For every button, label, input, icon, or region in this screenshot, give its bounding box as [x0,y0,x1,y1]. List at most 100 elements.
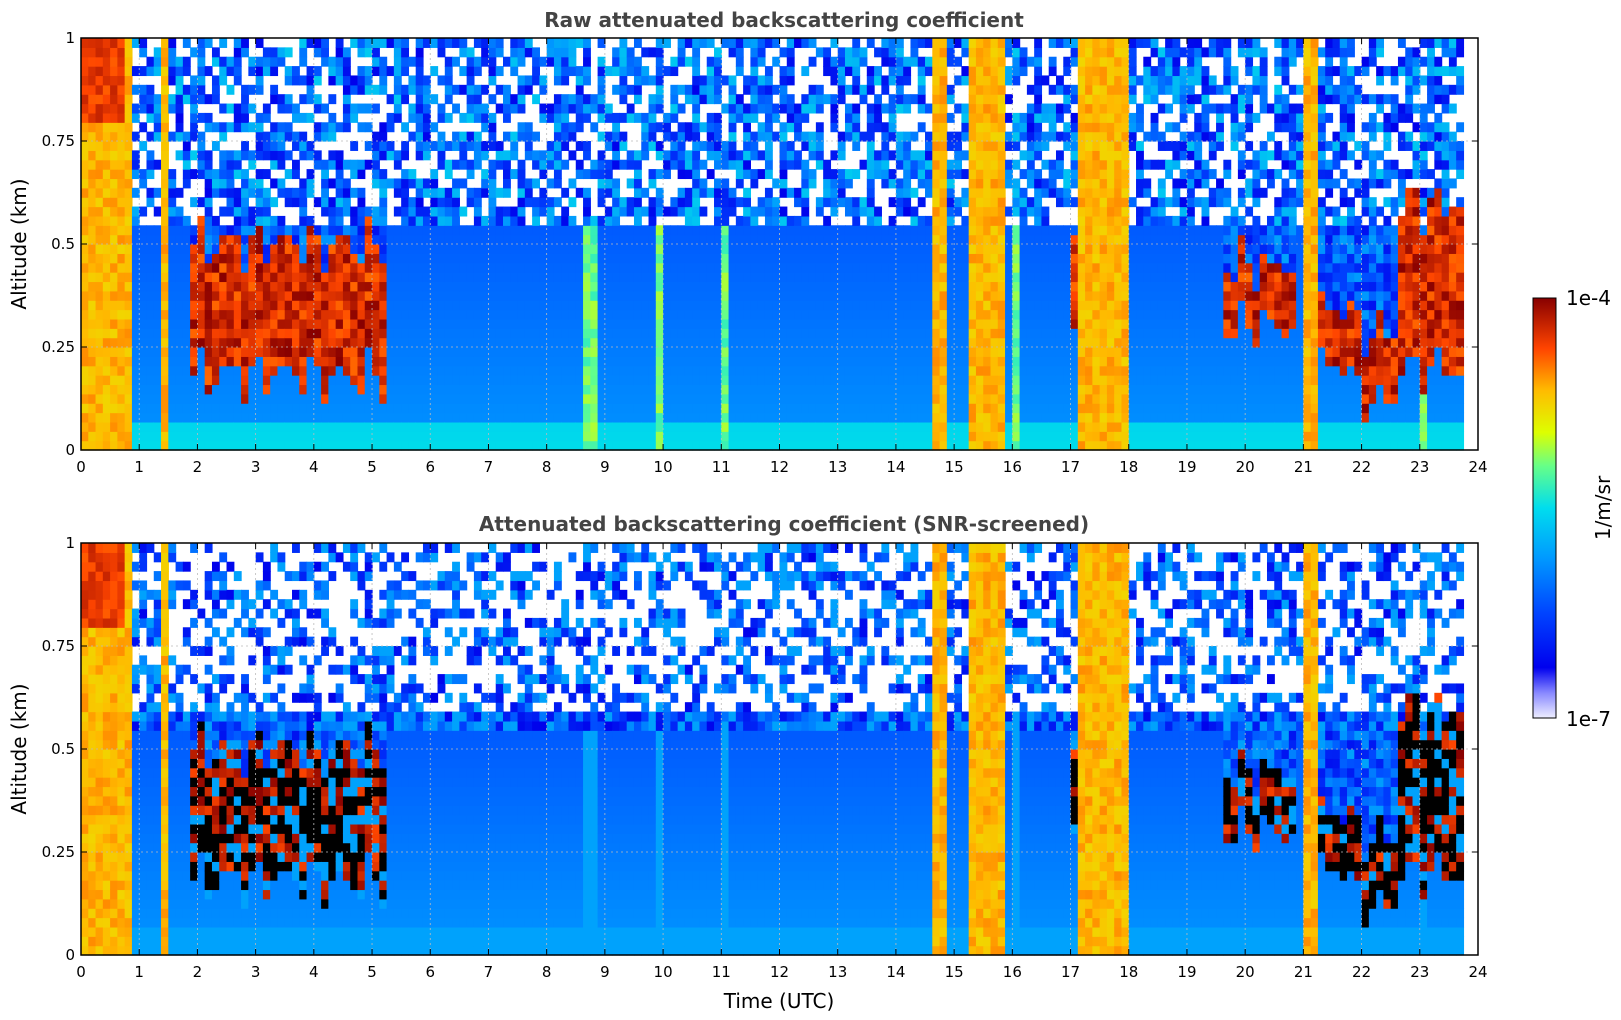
heatmap-cell [124,337,133,348]
heatmap-cell [655,272,664,283]
heatmap-cell [852,253,861,264]
heatmap-cell [910,56,919,67]
heatmap-cell [299,440,308,451]
heatmap-cell [422,75,431,86]
heatmap-cell [903,272,912,283]
heatmap-cell [874,150,882,161]
heatmap-cell [262,112,271,123]
heatmap-cell [852,234,861,245]
heatmap-cell [88,94,97,105]
heatmap-cell [794,38,802,48]
heatmap-cell [364,347,373,357]
heatmap-cell [146,94,155,105]
heatmap-cell [983,234,992,245]
heatmap-cell [481,178,490,189]
heatmap-cell [524,253,533,264]
heatmap-cell [968,103,977,114]
heatmap-cell [153,403,162,414]
heatmap-cell [88,141,97,151]
heatmap-cell [299,318,308,329]
heatmap-cell [393,225,402,236]
heatmap-cell [284,66,293,77]
heatmap-cell [961,112,970,123]
heatmap-cell [459,403,468,414]
heatmap-cell [481,234,490,245]
heatmap-cell [1034,356,1043,367]
heatmap-cell [131,290,140,301]
heatmap-cell [350,384,359,395]
heatmap-cell [670,103,679,114]
heatmap-cell [124,225,133,236]
heatmap-cell [997,131,1006,142]
heatmap-cell [401,365,410,376]
heatmap-cell [590,300,599,311]
heatmap-cell [284,187,293,198]
heatmap-cell [844,309,853,320]
heatmap-cell [575,253,584,264]
heatmap-cell [503,169,511,180]
heatmap-cell [932,375,941,386]
heatmap-cell [699,393,708,404]
heatmap-cell [801,309,810,320]
heatmap-cell [619,94,628,105]
heatmap-cell [153,393,162,404]
heatmap-cell [393,337,402,348]
heatmap-cell [357,225,366,236]
heatmap-cell [182,281,191,292]
heatmap-cell [408,215,417,226]
heatmap-cell [393,206,402,217]
heatmap-cell [866,187,875,198]
heatmap-cell [350,309,359,320]
heatmap-cell [503,384,511,395]
heatmap-cell [262,384,271,395]
heatmap-cell [575,421,584,432]
heatmap-cell [168,103,177,114]
heatmap-cell [270,225,279,236]
heatmap-cell [233,66,242,77]
heatmap-cell [583,421,591,432]
heatmap-cell [466,244,475,254]
heatmap-cell [262,356,271,367]
heatmap-cell [619,56,628,67]
heatmap-cell [430,309,439,320]
heatmap-cell [299,178,308,189]
heatmap-cell [503,318,511,329]
heatmap-cell [874,225,882,236]
heatmap-cell [124,440,133,451]
heatmap-cell [932,290,941,301]
heatmap-cell [626,272,635,283]
heatmap-cell [939,131,948,142]
heatmap-cell [386,141,395,151]
heatmap-cell [757,206,766,217]
heatmap-cell [692,440,701,451]
heatmap-cell [124,234,133,245]
heatmap-cell [561,206,570,217]
heatmap-cell [750,66,759,77]
heatmap-cell [590,290,599,301]
heatmap-cell [553,328,562,339]
heatmap-cell [306,393,315,404]
heatmap-cell [350,318,359,329]
heatmap-cell [895,38,904,48]
heatmap-cell [488,384,497,395]
heatmap-cell [372,141,380,151]
heatmap-cell [131,272,140,283]
heatmap-cell [444,384,453,395]
heatmap-cell [408,365,417,376]
heatmap-cell [503,262,511,273]
heatmap-cell [954,328,963,339]
heatmap-cell [532,440,540,451]
heatmap-cell [459,150,468,161]
heatmap-cell [466,234,475,245]
heatmap-cell [81,309,89,320]
heatmap-cell [270,253,279,264]
heatmap-cell [357,431,366,442]
heatmap-cell [284,318,293,329]
heatmap-cell [648,178,657,189]
heatmap-cell [284,300,293,311]
heatmap-cell [1026,375,1035,386]
heatmap-cell [153,244,162,254]
heatmap-cell [692,281,701,292]
heatmap-cell [932,234,941,245]
heatmap-cell [684,309,693,320]
